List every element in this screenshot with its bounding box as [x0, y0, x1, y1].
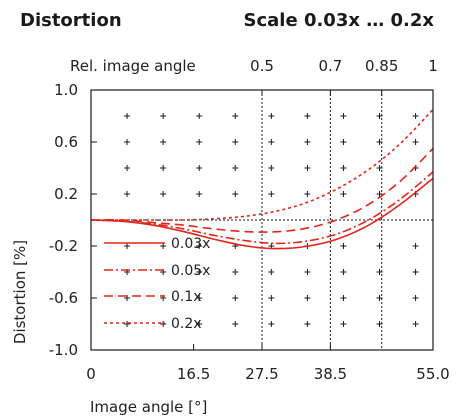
legend-label-0.03x: 0.03x	[171, 236, 210, 252]
grid-marker-8-0	[412, 113, 419, 119]
grid-marker-2-4	[196, 243, 203, 249]
grid-marker-6-7	[340, 321, 347, 327]
grid-marker-8-7	[412, 321, 419, 327]
grid-marker-6-1	[340, 139, 347, 145]
grid-marker-8-1	[412, 139, 419, 145]
chart-title: Distortion	[20, 10, 122, 31]
grid-marker-6-5	[340, 269, 347, 275]
grid-marker-1-4	[160, 243, 167, 249]
grid-marker-3-7	[232, 321, 239, 327]
y-tick-label-0: 1.0	[54, 81, 78, 99]
y-tick-label-2: 0.2	[54, 185, 78, 203]
grid-marker-4-5	[268, 269, 275, 275]
grid-marker-8-4	[412, 243, 419, 249]
x-axis-label: Image angle [°]	[90, 398, 207, 416]
x-tick-label-0: 0	[86, 365, 96, 383]
grid-marker-6-2	[340, 165, 347, 171]
x-tick-label-3: 38.5	[314, 365, 347, 383]
grid-marker-2-0	[196, 113, 203, 119]
grid-marker-2-7	[196, 321, 203, 327]
grid-marker-3-0	[232, 113, 239, 119]
y-tick-label-1: 0.6	[54, 133, 78, 151]
grid-marker-5-3	[304, 191, 311, 197]
x-tick-label-1: 16.5	[177, 365, 210, 383]
y-axis-label: Distortion [%]	[11, 240, 29, 344]
grid-marker-3-3	[232, 191, 239, 197]
grid-marker-6-3	[340, 191, 347, 197]
grid-marker-0-2	[124, 165, 131, 171]
legend: 0.03x 0.05x 0.1x 0.2x	[104, 236, 210, 332]
grid-marker-2-5	[196, 269, 203, 275]
top-axis-label: Rel. image angle	[70, 57, 196, 75]
grid-marker-5-2	[304, 165, 311, 171]
top-tick-label-1: 0.7	[318, 57, 342, 75]
chart-subtitle: Scale 0.03x … 0.2x	[244, 10, 435, 31]
grid-marker-2-1	[196, 139, 203, 145]
grid-marker-0-3	[124, 191, 131, 197]
series-line-0.05x	[90, 171, 434, 245]
series-lines	[90, 108, 434, 250]
grid-marker-4-3	[268, 191, 275, 197]
grid-marker-4-1	[268, 139, 275, 145]
grid-marker-5-0	[304, 113, 311, 119]
grid-marker-8-6	[412, 295, 419, 301]
reference-lines	[91, 90, 433, 350]
grid-marker-2-2	[196, 165, 203, 171]
grid-marker-2-6	[196, 295, 203, 301]
y-tick-label-3: -0.2	[49, 237, 78, 255]
grid-marker-0-4	[124, 243, 131, 249]
grid-marker-4-0	[268, 113, 275, 119]
grid-marker-1-7	[160, 321, 167, 327]
grid-marker-5-6	[304, 295, 311, 301]
grid-marker-3-2	[232, 165, 239, 171]
grid-marker-3-1	[232, 139, 239, 145]
grid-marker-5-5	[304, 269, 311, 275]
grid-marker-1-3	[160, 191, 167, 197]
grid-marker-0-7	[124, 321, 131, 327]
grid-marker-0-6	[124, 295, 131, 301]
series-line-0.1x	[90, 147, 434, 233]
axis-ticks: 0 16.5 27.5 38.5 55.0 0.5 0.7 0.85 1 1.0 0.6 0.2 -0.…	[49, 57, 450, 383]
x-tick-label-4: 55.0	[416, 365, 449, 383]
grid-marker-8-5	[412, 269, 419, 275]
grid-marker-1-1	[160, 139, 167, 145]
top-tick-label-3: 1	[428, 57, 438, 75]
top-tick-label-0: 0.5	[250, 57, 274, 75]
series-line-0.03x	[90, 177, 434, 250]
grid-marker-1-2	[160, 165, 167, 171]
grid-marker-5-7	[304, 321, 311, 327]
grid-marker-1-0	[160, 113, 167, 119]
legend-label-0.2x: 0.2x	[171, 316, 202, 332]
grid-marker-4-7	[268, 321, 275, 327]
grid-marker-0-0	[124, 113, 131, 119]
grid-marker-3-6	[232, 295, 239, 301]
grid-marker-0-1	[124, 139, 131, 145]
grid-marker-5-1	[304, 139, 311, 145]
grid-marker-6-0	[340, 113, 347, 119]
grid-marker-6-4	[340, 243, 347, 249]
grid-marker-4-2	[268, 165, 275, 171]
legend-label-0.1x: 0.1x	[171, 289, 202, 305]
legend-label-0.05x: 0.05x	[171, 263, 210, 279]
grid-markers	[124, 113, 419, 327]
y-tick-label-4: -0.6	[49, 289, 78, 307]
x-tick-label-2: 27.5	[245, 365, 278, 383]
grid-marker-6-6	[340, 295, 347, 301]
y-tick-label-5: -1.0	[49, 341, 78, 359]
top-tick-label-2: 0.85	[365, 57, 398, 75]
grid-marker-3-5	[232, 269, 239, 275]
grid-marker-4-6	[268, 295, 275, 301]
grid-marker-2-3	[196, 191, 203, 197]
